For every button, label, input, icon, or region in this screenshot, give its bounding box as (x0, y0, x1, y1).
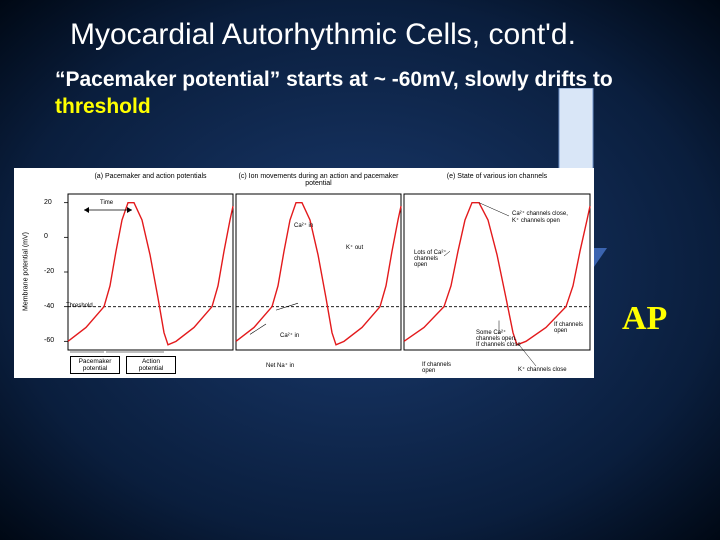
panel-title-a: (a) Pacemaker and action potentials (66, 173, 235, 180)
page-title: Myocardial Autorhythmic Cells, cont'd. (0, 0, 720, 66)
panel-title-c: (c) Ion movements during an action and p… (234, 173, 403, 187)
subtitle-prefix: “Pacemaker potential” starts at ~ -60mV,… (55, 68, 613, 91)
subtitle: “Pacemaker potential” starts at ~ -60mV,… (0, 66, 720, 121)
figure-panels: Membrane potential (mV)200-20-40-60(a) P… (14, 168, 594, 378)
y-axis-label: Membrane potential (mV) (23, 212, 30, 332)
subtitle-threshold: threshold (55, 95, 151, 118)
panel-title-e: (e) State of various ion channels (402, 173, 592, 180)
threshold-label: Threshold (66, 303, 93, 309)
